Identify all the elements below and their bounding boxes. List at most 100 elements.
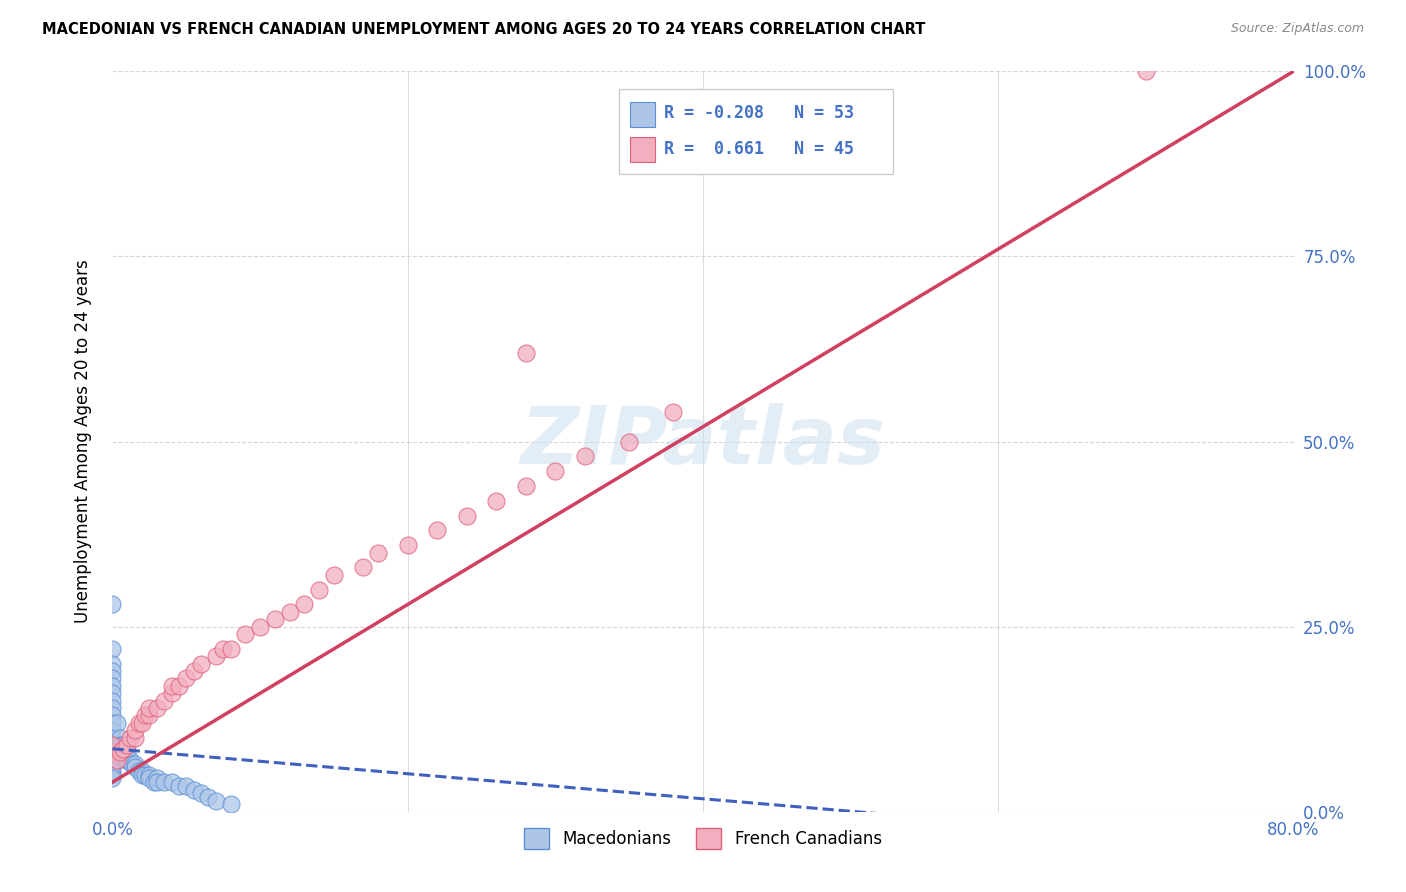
Point [308,582,330,597]
Point [108,731,131,745]
Text: Source: ZipAtlas.com: Source: ZipAtlas.com [1230,22,1364,36]
Point [323,567,346,582]
Point [138,701,160,715]
Point [160,686,183,700]
Point [138,772,160,786]
Point [112,746,135,760]
Point [101,672,124,686]
Point [108,738,131,752]
Point [134,767,156,781]
Point [131,767,153,781]
Point [101,764,124,778]
Point [124,723,146,738]
Point [108,746,131,760]
Point [219,797,242,812]
Point [160,679,183,693]
Point [101,598,124,612]
Point [101,679,124,693]
Point [101,694,124,708]
Point [117,738,138,752]
Point [249,619,271,633]
Point [101,641,124,656]
Text: R =  0.661   N = 45: R = 0.661 N = 45 [664,140,853,158]
Point [128,764,150,778]
Point [167,779,190,793]
Point [146,775,169,789]
Point [101,701,124,715]
Text: R = -0.208   N = 53: R = -0.208 N = 53 [664,104,853,122]
Point [278,605,301,619]
Point [131,764,153,778]
Point [101,686,124,700]
Point [174,672,197,686]
Point [128,715,150,730]
Point [183,782,205,797]
Point [101,738,124,752]
Point [101,746,124,760]
Point [574,450,596,464]
Point [124,756,146,771]
Point [426,524,449,538]
Point [292,598,315,612]
Point [212,641,235,656]
Point [619,434,641,449]
Point [367,546,389,560]
Point [167,679,190,693]
Point [101,664,124,678]
Point [138,767,160,781]
Point [352,560,374,574]
Legend: Macedonians, French Canadians: Macedonians, French Canadians [517,822,889,855]
Point [515,345,537,359]
Point [146,772,169,786]
Point [146,701,169,715]
Point [190,786,212,800]
Point [101,741,124,756]
Point [101,753,124,767]
Point [264,612,287,626]
Point [120,731,142,745]
Text: ZIPatlas: ZIPatlas [520,402,886,481]
Point [101,731,124,745]
Point [1135,64,1157,78]
Point [124,731,146,745]
Point [174,779,197,793]
Point [101,723,124,738]
Point [153,775,176,789]
Point [219,641,242,656]
Point [153,694,176,708]
Point [485,493,508,508]
Point [142,775,165,789]
Point [138,708,160,723]
Point [121,756,143,771]
Point [101,657,124,671]
Y-axis label: Unemployment Among Ages 20 to 24 years: Unemployment Among Ages 20 to 24 years [73,260,91,624]
Point [111,741,134,756]
Point [160,775,183,789]
Point [131,715,153,730]
Point [111,738,134,752]
Point [205,794,228,808]
Point [114,753,136,767]
Point [233,627,256,641]
Point [101,715,124,730]
Point [205,649,228,664]
Point [101,746,124,760]
Point [190,657,212,671]
Point [396,538,419,552]
Point [662,405,685,419]
Point [101,760,124,774]
Point [117,753,138,767]
Point [101,738,124,752]
Point [134,708,156,723]
Point [117,738,138,752]
Point [101,708,124,723]
Point [101,772,124,786]
Point [456,508,478,523]
Point [197,789,219,804]
Point [544,464,567,478]
Point [515,479,537,493]
Point [105,753,128,767]
Point [117,746,138,760]
Point [105,715,128,730]
Point [120,753,142,767]
